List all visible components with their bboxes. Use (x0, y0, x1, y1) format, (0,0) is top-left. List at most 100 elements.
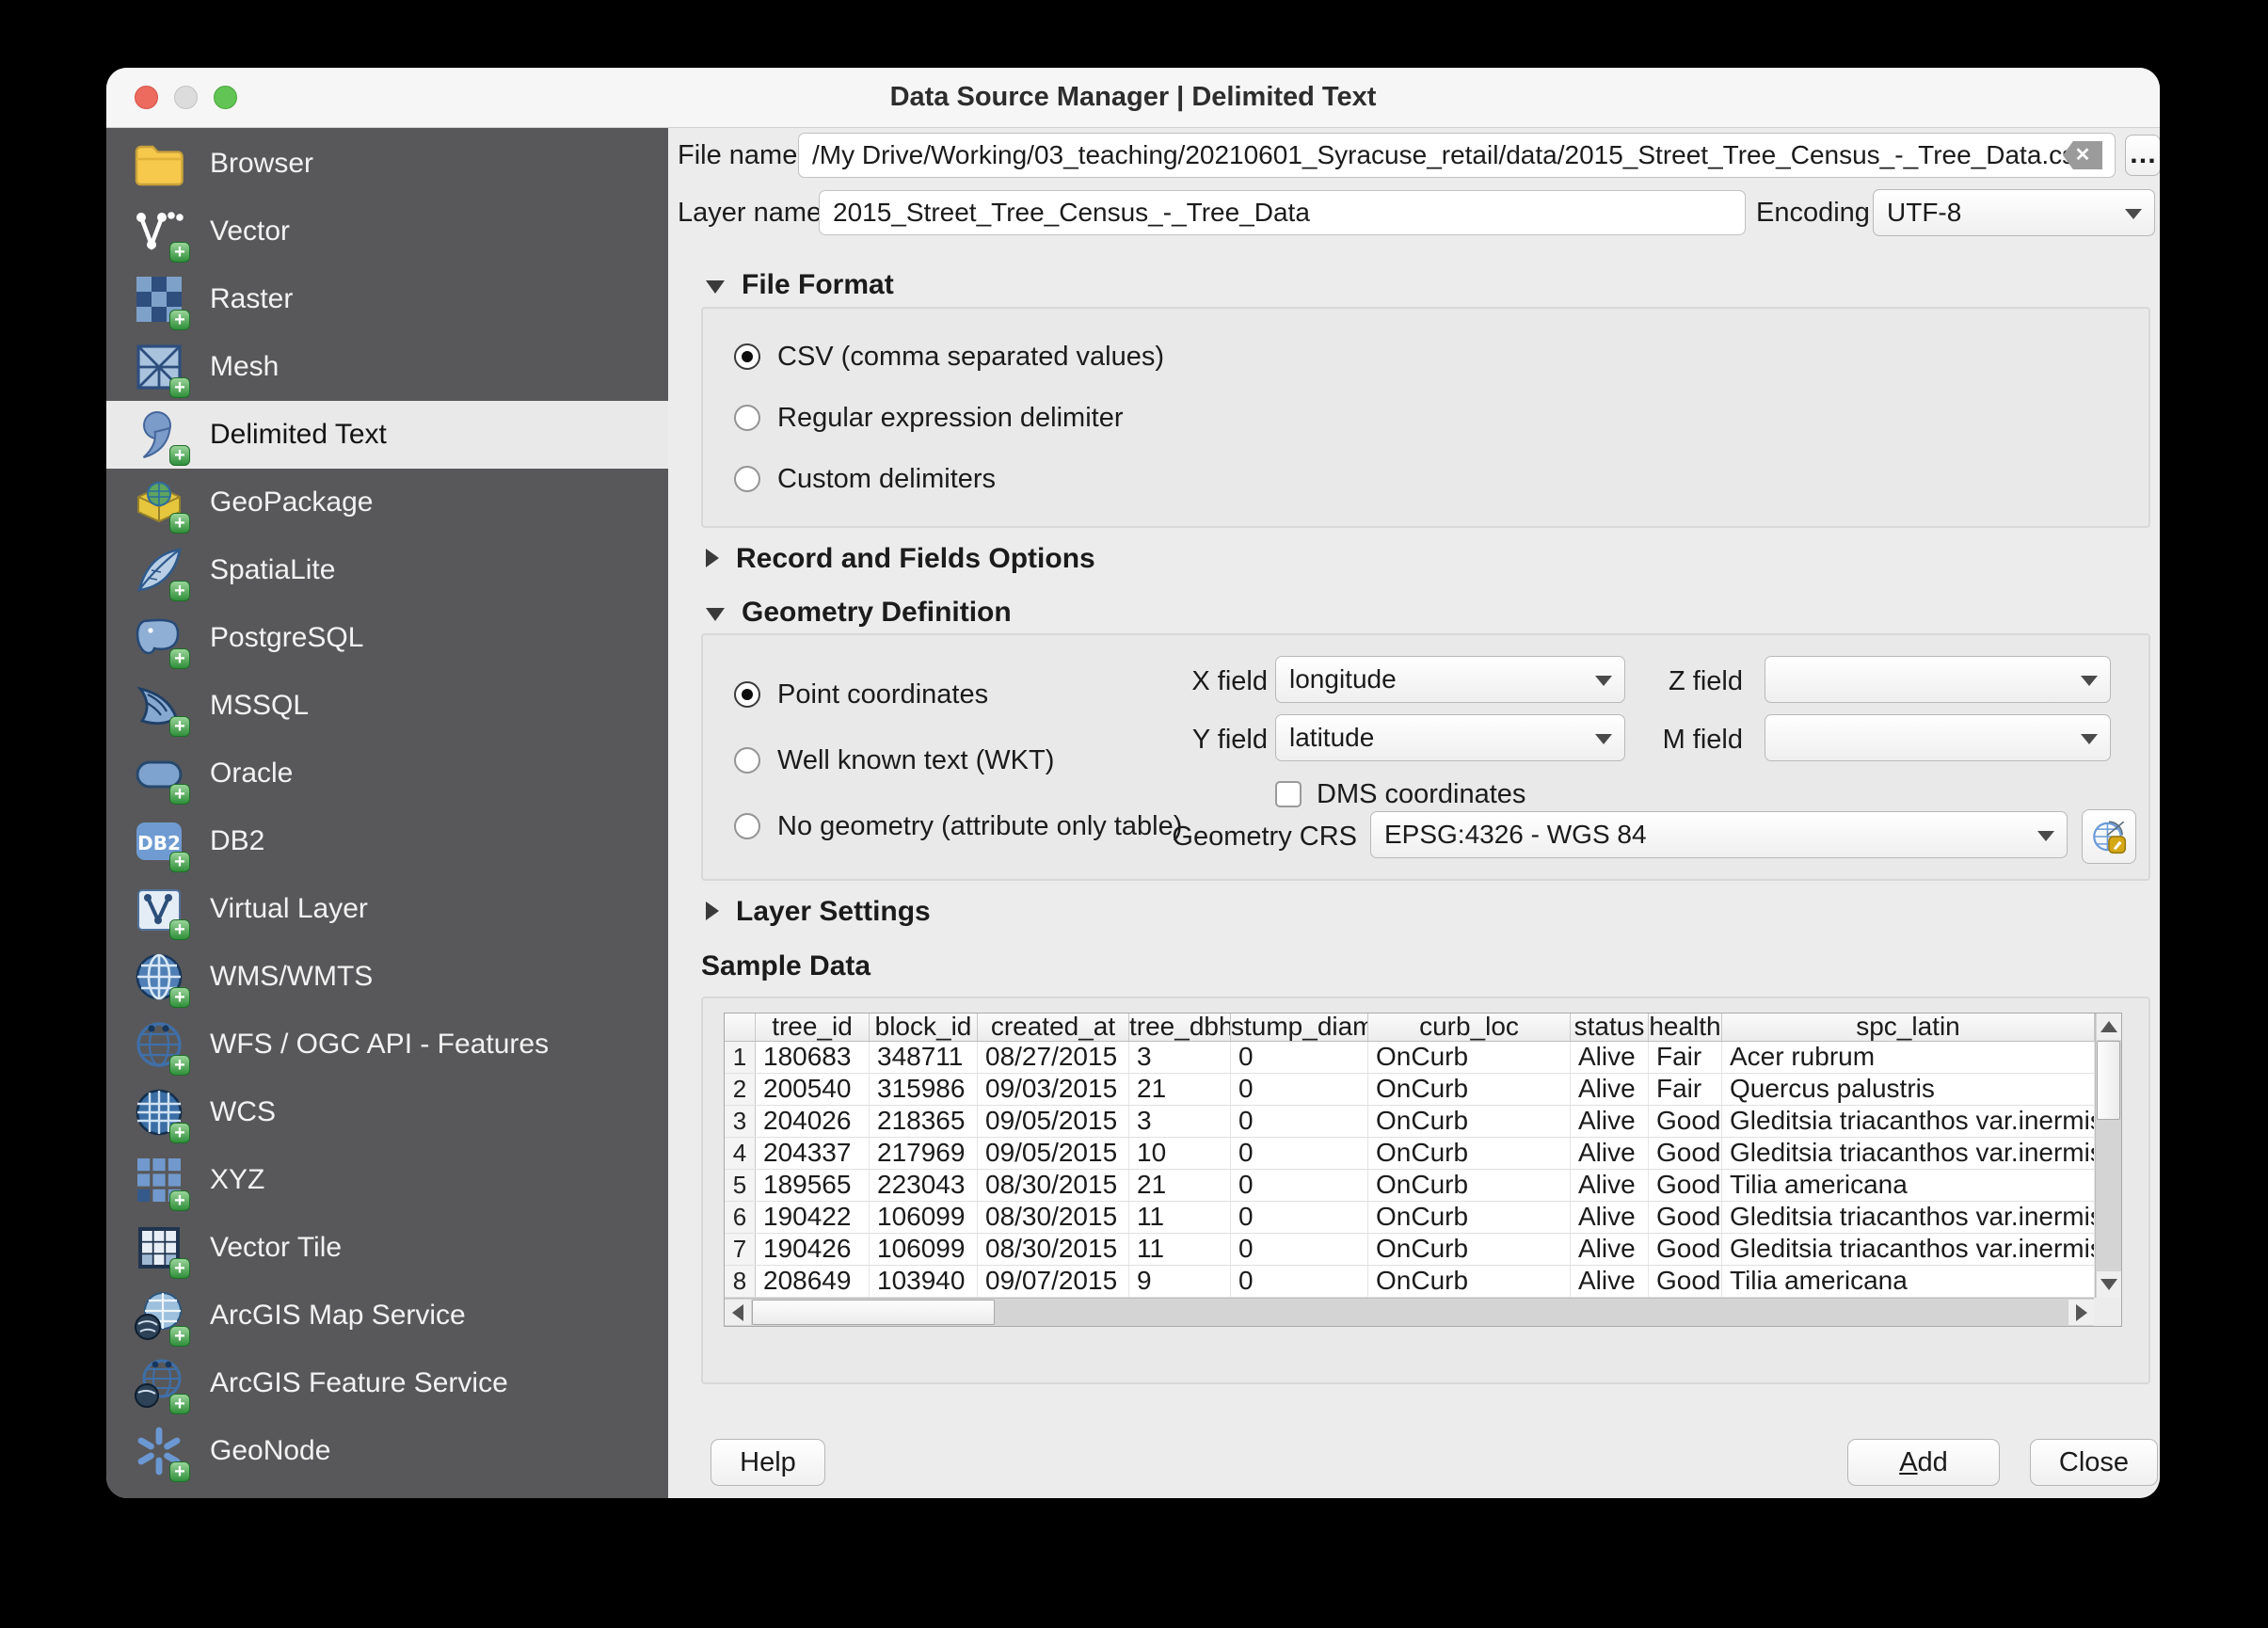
close-window-button[interactable] (135, 86, 158, 109)
file-format-option-custom-delimiters[interactable]: Custom delimiters (734, 456, 996, 502)
column-header-tree-dbh[interactable]: tree_dbh (1129, 1014, 1231, 1041)
help-button[interactable]: Help (711, 1439, 825, 1486)
radio-unselected-icon[interactable] (734, 813, 760, 839)
column-header-created-at[interactable]: created_at (978, 1014, 1129, 1041)
minimize-window-button[interactable] (174, 86, 198, 109)
file-name-input[interactable]: /My Drive/Working/03_teaching/20210601_S… (798, 133, 2116, 178)
z-field-label: Z field (1669, 666, 1743, 696)
table-cell: 11 (1129, 1234, 1231, 1265)
table-row[interactable]: 3 204026 218365 09/05/2015 3 0 OnCurb Alive Good… (725, 1106, 2121, 1138)
column-header-spc-latin[interactable]: spc_latin (1722, 1014, 2095, 1041)
select-crs-button[interactable] (2082, 809, 2136, 864)
file-format-option-csv-comma-separated-values[interactable]: CSV (comma separated values) (734, 334, 1164, 379)
sidebar-item-mssql[interactable]: + MSSQL (106, 672, 668, 740)
plus-badge-icon: + (169, 242, 190, 263)
chevron-down-icon (2081, 734, 2098, 744)
sidebar-item-arcgis-feature-service[interactable]: + ArcGIS Feature Service (106, 1349, 668, 1417)
vertical-scrollbar-thumb[interactable] (2097, 1041, 2120, 1120)
table-row[interactable]: 4 204337 217969 09/05/2015 10 0 OnCurb Alive Goo… (725, 1138, 2121, 1170)
geometry-option-point-coordinates[interactable]: Point coordinates (734, 672, 988, 717)
sidebar-item-spatialite[interactable]: + SpatiaLite (106, 536, 668, 604)
radio-selected-icon[interactable] (734, 343, 760, 370)
sidebar-item-delimited-text[interactable]: + Delimited Text (106, 401, 668, 469)
sidebar-item-postgresql[interactable]: + PostgreSQL (106, 604, 668, 672)
table-cell: 106099 (870, 1234, 978, 1265)
sidebar-item-wms-wmts[interactable]: + WMS/WMTS (106, 943, 668, 1011)
sidebar-item-browser[interactable]: Browser (106, 130, 668, 198)
sidebar-item-arcgis-map-service[interactable]: + ArcGIS Map Service (106, 1282, 668, 1349)
sidebar-item-virtual-layer[interactable]: + Virtual Layer (106, 875, 668, 943)
table-row[interactable]: 5 189565 223043 08/30/2015 21 0 OnCurb Alive Goo… (725, 1170, 2121, 1202)
radio-label: No geometry (attribute only table) (777, 810, 1183, 841)
table-row[interactable]: 8 208649 103940 09/07/2015 9 0 OnCurb Alive Good… (725, 1266, 2121, 1298)
expand-triangle-icon[interactable] (706, 902, 719, 920)
radio-unselected-icon[interactable] (734, 747, 760, 774)
sidebar-item-wfs-ogc-api-features[interactable]: + WFS / OGC API - Features (106, 1011, 668, 1078)
radio-unselected-icon[interactable] (734, 405, 760, 431)
plus-badge-icon: + (169, 445, 190, 466)
checkbox-unchecked-icon[interactable] (1275, 781, 1302, 807)
plus-badge-icon: + (169, 784, 190, 805)
y-field-dropdown[interactable]: latitude (1275, 714, 1625, 761)
sidebar-item-geonode[interactable]: + GeoNode (106, 1417, 668, 1485)
close-button[interactable]: Close (2030, 1439, 2158, 1486)
column-header-tree-id[interactable]: tree_id (756, 1014, 870, 1041)
browse-file-button[interactable]: … (2125, 135, 2160, 176)
expand-triangle-icon[interactable] (706, 549, 719, 567)
collapse-triangle-icon[interactable] (706, 608, 725, 621)
scroll-left-button[interactable] (725, 1300, 751, 1325)
collapse-triangle-icon[interactable] (706, 280, 725, 294)
column-header-block-id[interactable]: block_id (870, 1014, 978, 1041)
dms-coordinates-row[interactable]: DMS coordinates (1275, 772, 1525, 817)
scroll-right-button[interactable] (2068, 1300, 2095, 1325)
section-layer-settings[interactable]: Layer Settings (706, 893, 931, 931)
geometry-crs-dropdown[interactable]: EPSG:4326 - WGS 84 (1370, 811, 2068, 858)
plus-badge-icon: + (169, 1258, 190, 1279)
sidebar-item-mesh[interactable]: + Mesh (106, 333, 668, 401)
section-geometry-definition[interactable]: Geometry Definition (706, 594, 1012, 631)
add-button[interactable]: Add (1847, 1439, 2000, 1486)
encoding-dropdown[interactable]: UTF-8 (1873, 189, 2155, 236)
table-row[interactable]: 7 190426 106099 08/30/2015 11 0 OnCurb Alive Goo… (725, 1234, 2121, 1266)
radio-selected-icon[interactable] (734, 681, 760, 708)
row-number-header (725, 1014, 756, 1041)
sidebar-item-vector[interactable]: + Vector (106, 198, 668, 265)
column-header-status[interactable]: status (1571, 1014, 1649, 1041)
section-record-fields[interactable]: Record and Fields Options (706, 540, 1095, 578)
table-row[interactable]: 6 190422 106099 08/30/2015 11 0 OnCurb Alive Goo… (725, 1202, 2121, 1234)
column-header-health[interactable]: health (1649, 1014, 1722, 1041)
sidebar-item-label: XYZ (210, 1164, 265, 1195)
horizontal-scrollbar[interactable] (725, 1298, 2095, 1326)
zoom-window-button[interactable] (214, 86, 237, 109)
table-row[interactable]: 1 180683 348711 08/27/2015 3 0 OnCurb Alive Fair… (725, 1042, 2121, 1074)
scroll-up-button[interactable] (2097, 1014, 2121, 1040)
vertical-scrollbar[interactable] (2095, 1014, 2121, 1298)
geonode-icon: + (133, 1425, 190, 1482)
geometry-option-no-geometry-attribute-only-table[interactable]: No geometry (attribute only table) (734, 804, 1182, 849)
column-header-stump-diam[interactable]: stump_diam (1231, 1014, 1368, 1041)
sidebar-item-vector-tile[interactable]: + Vector Tile (106, 1214, 668, 1282)
horizontal-scrollbar-thumb[interactable] (752, 1300, 995, 1325)
sidebar-item-geopackage[interactable]: + GeoPackage (106, 469, 668, 536)
column-header-curb-loc[interactable]: curb_loc (1368, 1014, 1571, 1041)
geometry-option-well-known-text-wkt[interactable]: Well known text (WKT) (734, 738, 1054, 783)
table-cell: Alive (1571, 1266, 1649, 1297)
sidebar-item-oracle[interactable]: + Oracle (106, 740, 668, 807)
table-row[interactable]: 2 200540 315986 09/03/2015 21 0 OnCurb Alive Fai… (725, 1074, 2121, 1106)
table-cell: Tilia americana (1722, 1170, 2095, 1201)
radio-unselected-icon[interactable] (734, 466, 760, 492)
sidebar-item-wcs[interactable]: + WCS (106, 1078, 668, 1146)
table-cell: 3 (1129, 1106, 1231, 1137)
table-cell: 09/03/2015 (978, 1074, 1129, 1105)
radio-label: Well known text (WKT) (777, 744, 1055, 775)
section-file-format[interactable]: File Format (706, 266, 894, 304)
sidebar-item-raster[interactable]: + Raster (106, 265, 668, 333)
z-field-dropdown[interactable] (1765, 656, 2111, 703)
sidebar-item-db2[interactable]: DB2 + DB2 (106, 807, 668, 875)
m-field-dropdown[interactable] (1765, 714, 2111, 761)
layer-name-input[interactable]: 2015_Street_Tree_Census_-_Tree_Data (819, 190, 1746, 235)
scroll-down-button[interactable] (2097, 1271, 2121, 1298)
sidebar-item-xyz[interactable]: + XYZ (106, 1146, 668, 1214)
file-format-option-regular-expression-delimiter[interactable]: Regular expression delimiter (734, 395, 1124, 440)
x-field-dropdown[interactable]: longitude (1275, 656, 1625, 703)
